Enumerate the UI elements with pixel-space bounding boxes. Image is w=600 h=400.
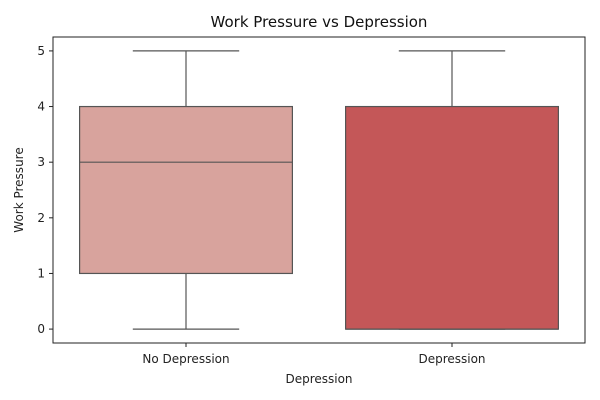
y-tick-label: 1 xyxy=(37,266,45,280)
plot-frame xyxy=(52,36,586,344)
box-group-no-depression xyxy=(78,50,294,330)
iqr-box xyxy=(345,105,560,330)
y-tick-label: 2 xyxy=(37,211,45,225)
chart-title: Work Pressure vs Depression xyxy=(211,13,428,31)
plot-area xyxy=(78,50,560,330)
box-group-depression xyxy=(345,50,560,330)
y-tick-label: 4 xyxy=(37,100,45,114)
x-tick-label: Depression xyxy=(418,352,485,366)
y-tick-label: 0 xyxy=(37,322,45,336)
y-tick-label: 5 xyxy=(37,44,45,58)
x-tick-label: No Depression xyxy=(142,352,229,366)
x-axis-label: Depression xyxy=(285,372,352,386)
y-axis-label: Work Pressure xyxy=(12,147,26,232)
iqr-box xyxy=(78,105,294,275)
y-tick-label: 3 xyxy=(37,155,45,169)
